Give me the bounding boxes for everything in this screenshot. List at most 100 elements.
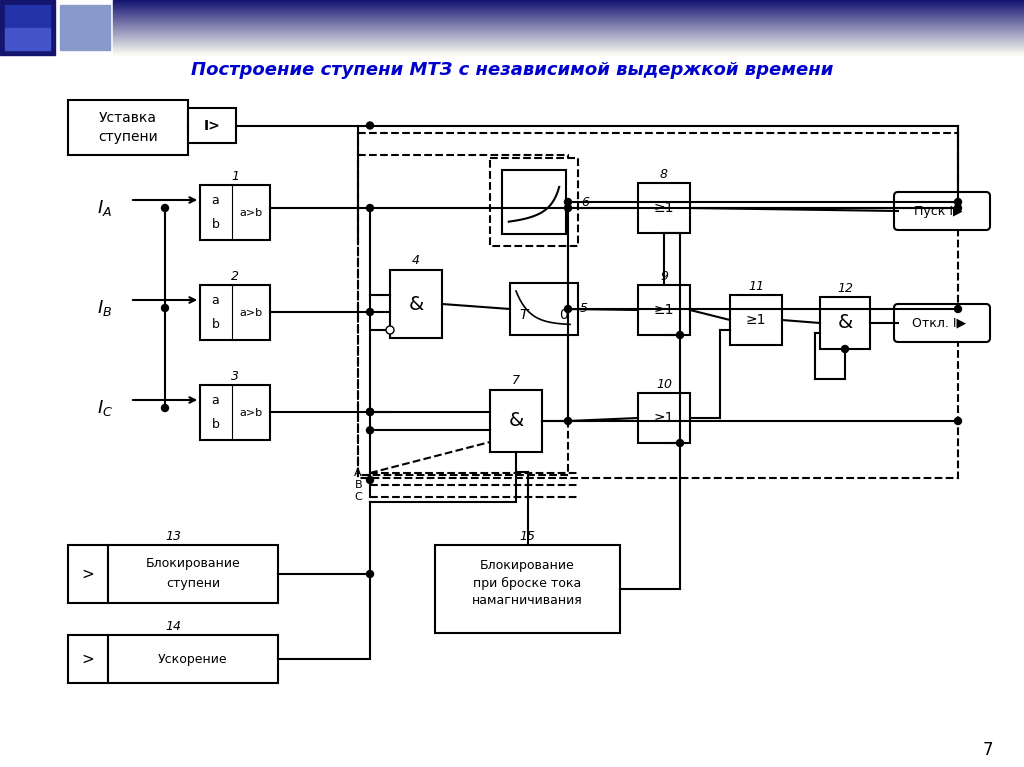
Text: b: b	[212, 418, 219, 431]
Bar	[113, 15, 1024, 16]
Bar	[113, 37, 1024, 38]
Circle shape	[564, 205, 571, 212]
Bar	[113, 28, 1024, 29]
Bar	[113, 50, 1024, 51]
Bar	[113, 18, 1024, 19]
Text: 10: 10	[656, 377, 672, 390]
Bar	[113, 39, 1024, 40]
Bar	[113, 40, 1024, 41]
Text: 2: 2	[231, 269, 239, 282]
Text: a: a	[212, 194, 219, 207]
Circle shape	[954, 305, 962, 312]
Text: C: C	[354, 492, 362, 502]
Text: 13: 13	[165, 529, 181, 542]
Text: 12: 12	[837, 281, 853, 295]
Bar	[113, 1, 1024, 2]
Circle shape	[367, 122, 374, 129]
Text: >: >	[82, 651, 94, 667]
Bar	[188, 108, 236, 143]
Bar	[113, 41, 1024, 42]
Circle shape	[677, 331, 683, 338]
Circle shape	[954, 205, 962, 212]
Text: ступени: ступени	[98, 130, 158, 143]
Circle shape	[564, 305, 571, 312]
Circle shape	[367, 426, 374, 434]
Bar	[113, 35, 1024, 36]
Bar	[108, 635, 278, 683]
Bar	[113, 44, 1024, 45]
Circle shape	[954, 417, 962, 424]
Bar	[113, 53, 1024, 54]
Bar	[200, 385, 270, 440]
Bar	[113, 30, 1024, 31]
Text: 1: 1	[231, 170, 239, 183]
Bar	[113, 16, 1024, 17]
Text: $I_B$: $I_B$	[97, 298, 113, 318]
Text: Уставка: Уставка	[99, 111, 157, 126]
Bar	[113, 3, 1024, 4]
Text: Блокирование: Блокирование	[480, 558, 574, 571]
Bar	[358, 133, 958, 478]
Bar	[113, 14, 1024, 15]
Circle shape	[367, 205, 374, 212]
Text: 15: 15	[519, 529, 536, 542]
Bar	[113, 0, 1024, 1]
Bar	[200, 185, 270, 240]
Bar	[113, 9, 1024, 10]
Bar	[68, 635, 108, 683]
Bar	[113, 36, 1024, 37]
Bar	[638, 285, 690, 335]
Text: &: &	[838, 314, 853, 333]
Bar	[820, 297, 870, 349]
Bar	[113, 48, 1024, 49]
Circle shape	[162, 404, 169, 412]
Circle shape	[564, 199, 571, 206]
Text: 7: 7	[512, 374, 520, 387]
Bar	[113, 20, 1024, 21]
Text: 11: 11	[748, 279, 764, 292]
Bar	[435, 545, 620, 633]
Text: 8: 8	[660, 167, 668, 180]
Text: Построение ступени МТЗ с независимой выдержкой времени: Построение ступени МТЗ с независимой выд…	[190, 61, 834, 79]
Bar	[113, 26, 1024, 27]
Bar	[638, 183, 690, 233]
Circle shape	[954, 199, 962, 206]
Bar	[113, 7, 1024, 8]
Text: ≥1: ≥1	[653, 411, 674, 425]
Bar	[113, 52, 1024, 53]
Text: A: A	[354, 468, 362, 478]
Text: $I_C$: $I_C$	[97, 398, 113, 418]
Bar	[358, 155, 568, 475]
Text: a>b: a>b	[240, 407, 263, 417]
Text: 4: 4	[412, 255, 420, 268]
Bar	[113, 23, 1024, 24]
Circle shape	[162, 304, 169, 311]
Text: 0: 0	[560, 308, 568, 322]
Text: Блокирование: Блокирование	[145, 558, 241, 571]
Bar	[5, 28, 50, 50]
Bar	[730, 295, 782, 345]
Bar	[113, 54, 1024, 55]
Bar	[200, 285, 270, 340]
Bar	[113, 8, 1024, 9]
Text: ≥1: ≥1	[653, 201, 674, 215]
Bar	[113, 45, 1024, 46]
Bar	[113, 38, 1024, 39]
Bar	[510, 283, 578, 335]
FancyBboxPatch shape	[894, 304, 990, 342]
Bar	[113, 4, 1024, 5]
Text: Пуск I▶: Пуск I▶	[913, 205, 963, 218]
Bar	[113, 5, 1024, 6]
Bar	[113, 31, 1024, 32]
Bar	[502, 170, 566, 234]
Text: Ускорение: Ускорение	[158, 653, 227, 666]
Text: >: >	[82, 567, 94, 581]
FancyBboxPatch shape	[894, 192, 990, 230]
Bar	[108, 545, 278, 603]
Text: при броске тока: при броске тока	[473, 577, 582, 590]
Text: $I_A$: $I_A$	[97, 198, 113, 218]
Circle shape	[367, 476, 374, 483]
Text: a>b: a>b	[240, 308, 263, 318]
Bar	[113, 34, 1024, 35]
Bar	[113, 6, 1024, 7]
